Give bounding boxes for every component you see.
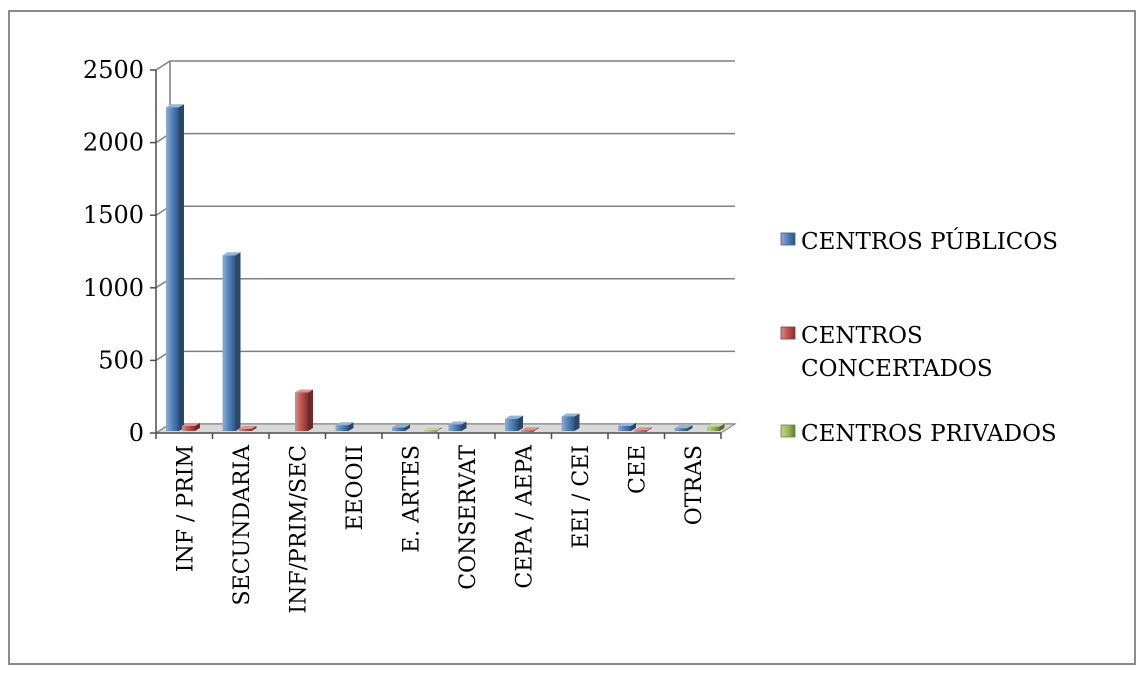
bar-top xyxy=(561,413,580,417)
chart-frame: 0 500 1000 1500 2000 2500 INF / PRIM SECUNDARIA… xyxy=(8,10,1136,665)
bar-front xyxy=(634,430,647,432)
bar-side xyxy=(308,389,313,431)
bar-side xyxy=(631,422,636,431)
bar-side xyxy=(647,427,652,431)
bar-top xyxy=(222,252,241,256)
gridline-depth xyxy=(155,60,171,71)
bar-side xyxy=(251,425,257,431)
bar-front xyxy=(561,416,575,431)
x-tick-label: CONSERVAT xyxy=(456,445,481,590)
bar xyxy=(335,422,354,431)
bar-top xyxy=(674,425,693,429)
bar-side xyxy=(534,427,539,431)
bar-side xyxy=(719,423,725,431)
x-tick-label: INF / PRIM xyxy=(173,445,198,572)
bar-top xyxy=(424,427,442,431)
bar-top xyxy=(448,421,467,425)
legend-swatch xyxy=(780,232,796,246)
bar xyxy=(505,415,523,431)
bar-side xyxy=(574,413,580,431)
legend-item: CENTROS CONCERTADOS xyxy=(780,323,993,382)
bar-front xyxy=(182,425,195,431)
bar xyxy=(295,389,313,431)
bar xyxy=(674,425,693,431)
bar-front xyxy=(505,418,518,431)
bar-front xyxy=(618,425,631,431)
x-tick-label: EEOOII xyxy=(343,445,368,531)
bar-top xyxy=(238,425,257,429)
bar xyxy=(448,421,467,431)
bar-top xyxy=(335,422,354,426)
x-tick-label: EEI / CEI xyxy=(569,445,594,549)
bar-front xyxy=(521,430,534,432)
x-tick-label: SECUNDARIA xyxy=(230,444,255,606)
bar xyxy=(634,427,652,432)
bar xyxy=(222,252,241,431)
legend-item: CENTROS PÚBLICOS xyxy=(780,228,1058,255)
bar-front xyxy=(706,426,720,431)
bar-side xyxy=(405,424,410,431)
x-tick-label: E. ARTES xyxy=(399,445,424,553)
bar-top xyxy=(706,423,725,427)
x-tick-label: CEPA / AEPA xyxy=(512,444,537,589)
bar-side xyxy=(461,421,467,431)
bar-top xyxy=(505,415,523,419)
legend-label: CENTROS CONCERTADOS xyxy=(801,323,993,382)
grid-layer xyxy=(155,60,735,434)
legend-item: CENTROS PRIVADOS xyxy=(780,421,1057,447)
bar-front xyxy=(674,428,688,431)
bar-side xyxy=(195,422,200,431)
legend-swatch xyxy=(780,326,796,340)
x-tick-label: INF/PRIM/SEC xyxy=(286,445,311,614)
bar xyxy=(392,424,410,431)
bar xyxy=(561,413,580,431)
bar-top xyxy=(166,104,184,108)
y-tick-label: 2000 xyxy=(83,129,144,157)
legend-label: CENTROS PÚBLICOS xyxy=(801,228,1058,255)
bar-side xyxy=(348,422,354,431)
legend-swatch xyxy=(780,424,796,438)
bar-side xyxy=(235,252,241,431)
bar-top xyxy=(618,422,636,426)
y-tick-label: 1500 xyxy=(83,201,144,229)
y-tick-label: 0 xyxy=(129,419,144,447)
bar-side xyxy=(179,104,184,431)
bar-side xyxy=(687,425,693,431)
legend-label: CENTROS PRIVADOS xyxy=(801,421,1057,447)
bar-front xyxy=(166,107,179,431)
x-tick-label: OTRAS xyxy=(682,445,707,525)
legend: CENTROS PÚBLICOS CENTROS CONCERTADOS CENTRO… xyxy=(780,228,1058,447)
label-layer: 0 500 1000 1500 2000 2500 INF / PRIM SECUNDARIA… xyxy=(83,56,707,614)
bar-top xyxy=(392,424,410,428)
bar-top xyxy=(182,422,200,426)
bar-side xyxy=(518,415,523,431)
bar xyxy=(182,422,200,431)
bar xyxy=(618,422,636,431)
bar xyxy=(424,427,442,432)
bar-chart: 0 500 1000 1500 2000 2500 INF / PRIM SECUNDARIA… xyxy=(83,56,1058,614)
bar-front xyxy=(295,392,308,431)
bar-side xyxy=(437,427,442,431)
bar xyxy=(521,427,539,432)
bar-top xyxy=(295,389,313,393)
bar xyxy=(238,425,257,431)
bar-front xyxy=(448,424,462,431)
bar-layer xyxy=(166,104,725,432)
x-tick-label: CEE xyxy=(625,445,650,494)
bar xyxy=(706,423,725,431)
bar-top xyxy=(634,427,652,431)
bar-front xyxy=(238,428,252,431)
bar xyxy=(166,104,184,431)
bar-front xyxy=(335,425,349,431)
bar-front xyxy=(222,255,236,431)
bar-top xyxy=(521,427,539,431)
y-tick-label: 500 xyxy=(98,346,144,374)
bar-front xyxy=(392,427,405,431)
bar-front xyxy=(424,430,437,432)
y-tick-label: 1000 xyxy=(83,274,144,302)
y-tick-label: 2500 xyxy=(83,56,144,84)
